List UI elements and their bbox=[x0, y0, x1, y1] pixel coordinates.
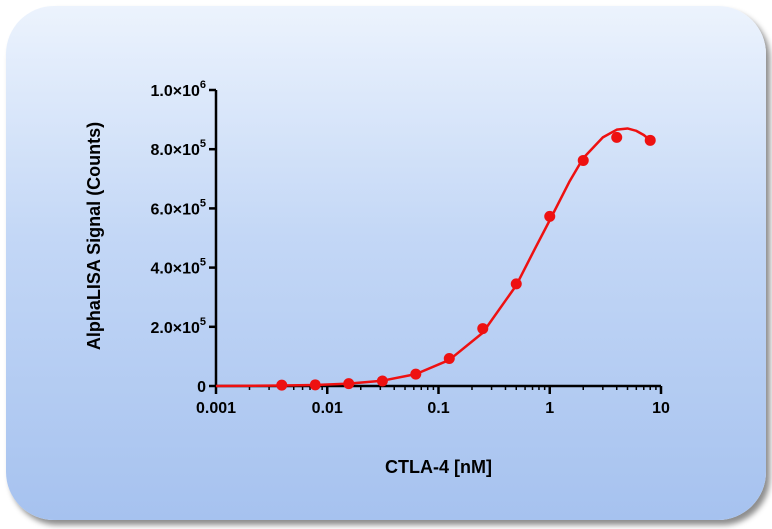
y-tick-mantissa: 4.0×10 bbox=[150, 261, 199, 278]
y-tick-label: 1.0×106 bbox=[150, 79, 206, 100]
y-tick-mantissa: 2.0×10 bbox=[150, 320, 199, 337]
y-tick-mantissa: 1.0×10 bbox=[150, 83, 199, 100]
x-tick-label: 0.001 bbox=[196, 400, 236, 417]
fit-curve-group bbox=[215, 127, 652, 388]
y-tick-exponent: 5 bbox=[200, 316, 206, 328]
y-tick-label: 4.0×105 bbox=[150, 257, 206, 278]
data-point bbox=[577, 154, 589, 166]
data-point bbox=[544, 210, 556, 222]
data-point bbox=[611, 131, 623, 143]
chart-card bbox=[6, 6, 766, 520]
y-tick-exponent: 6 bbox=[200, 79, 206, 91]
y-tick-mantissa: 6.0×10 bbox=[150, 201, 199, 218]
x-axis-ticks: 0.001 0.01 0.1 1 10 bbox=[196, 386, 670, 417]
data-points bbox=[276, 131, 656, 391]
data-point bbox=[644, 134, 656, 146]
y-tick-exponent: 5 bbox=[200, 197, 206, 209]
data-point bbox=[410, 368, 422, 380]
x-axis-title: CTLA-4 [nM] bbox=[385, 457, 492, 477]
data-point bbox=[443, 352, 455, 364]
data-point bbox=[276, 379, 288, 391]
axes bbox=[214, 90, 661, 388]
fit-curve bbox=[215, 127, 652, 388]
data-point bbox=[343, 378, 355, 390]
y-tick-label: 6.0×105 bbox=[150, 197, 206, 218]
y-tick-mantissa: 8.0×10 bbox=[150, 142, 199, 159]
y-tick-exponent: 5 bbox=[200, 138, 206, 150]
data-point bbox=[376, 375, 388, 387]
y-tick-label: 8.0×105 bbox=[150, 138, 206, 159]
x-tick-label: 0.01 bbox=[312, 400, 343, 417]
y-axis-title: AlphaLISA Signal (Counts) bbox=[84, 122, 104, 350]
data-point bbox=[510, 278, 522, 290]
x-tick-label: 1 bbox=[545, 400, 554, 417]
y-tick-label: 0 bbox=[197, 379, 206, 396]
data-point bbox=[309, 379, 321, 391]
x-tick-label: 0.1 bbox=[427, 400, 449, 417]
data-point bbox=[477, 323, 489, 335]
y-tick-mantissa: 0 bbox=[197, 379, 206, 396]
x-tick-label: 10 bbox=[652, 400, 670, 417]
y-tick-exponent: 5 bbox=[200, 257, 206, 269]
y-tick-label: 2.0×105 bbox=[150, 316, 206, 337]
